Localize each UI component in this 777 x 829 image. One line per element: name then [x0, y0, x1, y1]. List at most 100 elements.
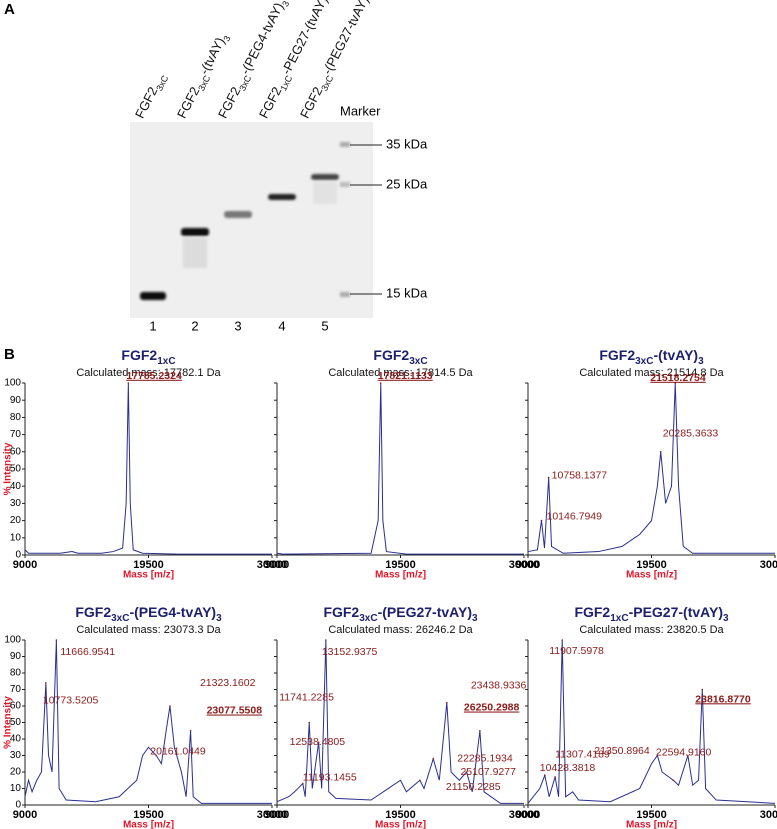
- band: [140, 292, 166, 300]
- gel-image: [130, 122, 373, 318]
- band: [224, 211, 252, 218]
- x-tick-label: 19500: [133, 559, 164, 571]
- peak-label: 11666.9541: [60, 646, 115, 658]
- x-tick-label: 9000: [13, 809, 37, 821]
- peak-marker: [561, 639, 563, 641]
- text-segment: -PEG27-(tvAY): [629, 604, 723, 620]
- y-tick-label: 10: [10, 783, 22, 794]
- band: [311, 174, 339, 180]
- peak-marker: [169, 705, 171, 707]
- text-segment: 3: [723, 613, 729, 624]
- text-segment: 3: [472, 613, 478, 624]
- lane-number: 4: [278, 318, 285, 333]
- peak-marker: [465, 771, 468, 773]
- chart-title: FGF23xC-(tvAY)3: [599, 347, 704, 367]
- peak-label: 10773.5205: [43, 695, 99, 707]
- peak-label: 17785.2324: [126, 370, 182, 382]
- chart-title: FGF23xC-(PEG4-tvAY)3: [75, 604, 222, 624]
- x-tick-label: 30000: [257, 809, 288, 821]
- peak-label: 23816.8770: [695, 693, 751, 705]
- peak-marker: [687, 754, 689, 757]
- text-segment: FGF2: [323, 604, 359, 620]
- y-tick-label: 20: [10, 767, 22, 778]
- y-tick-label: 90: [10, 651, 22, 662]
- x-axis-label: Mass [m/z]: [123, 570, 174, 581]
- x-tick-label: 19500: [385, 559, 416, 571]
- text-segment: 1xC: [610, 613, 628, 624]
- y-tick-label: 0: [15, 800, 21, 811]
- text-segment: FGF2: [121, 347, 157, 363]
- peak-marker: [446, 701, 448, 704]
- text-segment: FGF2: [373, 347, 409, 363]
- peak-label: 23077.5508: [207, 705, 263, 717]
- x-axis-label: Mass [m/z]: [626, 820, 677, 829]
- peak-label: 21323.1602: [200, 677, 256, 689]
- peak-marker: [301, 782, 304, 785]
- peak-marker: [554, 776, 556, 778]
- peak-label: 21350.8964: [594, 745, 650, 757]
- smear: [183, 238, 207, 268]
- chart-subtitle: Calculated mass: 23820.5 Da: [579, 624, 724, 636]
- marker-band: [340, 142, 350, 147]
- y-tick-label: 80: [10, 668, 22, 679]
- marker-band: [340, 292, 350, 297]
- y-tick-label: 90: [10, 395, 22, 406]
- y-tick-label: 100: [4, 378, 21, 389]
- peak-label: 13152.9375: [322, 646, 378, 658]
- peak-marker: [672, 779, 675, 782]
- peak-marker: [479, 729, 481, 732]
- text-segment: 3: [698, 356, 704, 367]
- peak-label: 11741.2285: [279, 691, 334, 703]
- marker-band: [340, 182, 350, 187]
- x-tick-label: 30000: [760, 559, 777, 571]
- text-segment: -(PEG27-tvAY): [320, 0, 372, 77]
- chart-title: FGF21xC-PEG27-(tvAY)3: [574, 604, 729, 624]
- peak-marker: [45, 682, 47, 684]
- peak-marker: [55, 639, 58, 641]
- y-tick-label: 60: [10, 446, 22, 457]
- x-tick-label: 19500: [385, 809, 416, 821]
- peak-label: 26250.2988: [464, 702, 520, 714]
- peak-marker: [308, 721, 311, 724]
- spectrum-line: [527, 639, 776, 804]
- spectrum-line: [276, 639, 524, 804]
- y-tick-label: 30: [10, 750, 22, 761]
- peak-marker: [432, 758, 435, 760]
- x-tick-label: 30000: [509, 559, 540, 571]
- peak-label: 10146.7949: [546, 510, 602, 522]
- x-axis-label: Mass [m/z]: [123, 820, 174, 829]
- lane-label: FGF23xC: [132, 70, 171, 122]
- peak-label: 10428.3818: [540, 762, 596, 774]
- peak-label: 11193.1455: [303, 771, 357, 783]
- panel-label: A: [4, 1, 15, 18]
- y-axis-label: % Intensity: [3, 442, 14, 495]
- y-tick-label: 70: [10, 429, 22, 440]
- smear: [313, 182, 337, 204]
- peak-label: 11907.5978: [549, 645, 604, 657]
- peak-label: 25107.9277: [460, 766, 516, 778]
- chart-title: FGF23xC: [373, 347, 427, 367]
- peak-marker: [317, 741, 320, 744]
- peak-label: 20161.0449: [150, 745, 206, 757]
- chart-subtitle: Calculated mass: 26246.2 Da: [328, 624, 473, 636]
- x-tick-label: 30000: [257, 559, 288, 571]
- x-tick-label: 19500: [133, 809, 164, 821]
- band: [268, 194, 296, 200]
- peak-label: 10758.1377: [552, 469, 608, 481]
- text-segment: 3: [325, 0, 336, 2]
- chart-subtitle: Calculated mass: 17782.1 Da: [76, 367, 221, 379]
- text-segment: 3xC: [359, 613, 377, 624]
- peak-marker: [189, 729, 192, 732]
- x-tick-label: 19500: [636, 559, 667, 571]
- peak-label: 21150.2285: [446, 781, 501, 793]
- peak-label: 22594.9160: [656, 746, 712, 758]
- peak-label: 22285.1934: [457, 753, 513, 765]
- text-segment: 3xC: [155, 73, 171, 92]
- spectrum-line: [276, 382, 524, 555]
- x-axis-label: Mass [m/z]: [375, 570, 426, 581]
- text-segment: 3: [216, 613, 222, 624]
